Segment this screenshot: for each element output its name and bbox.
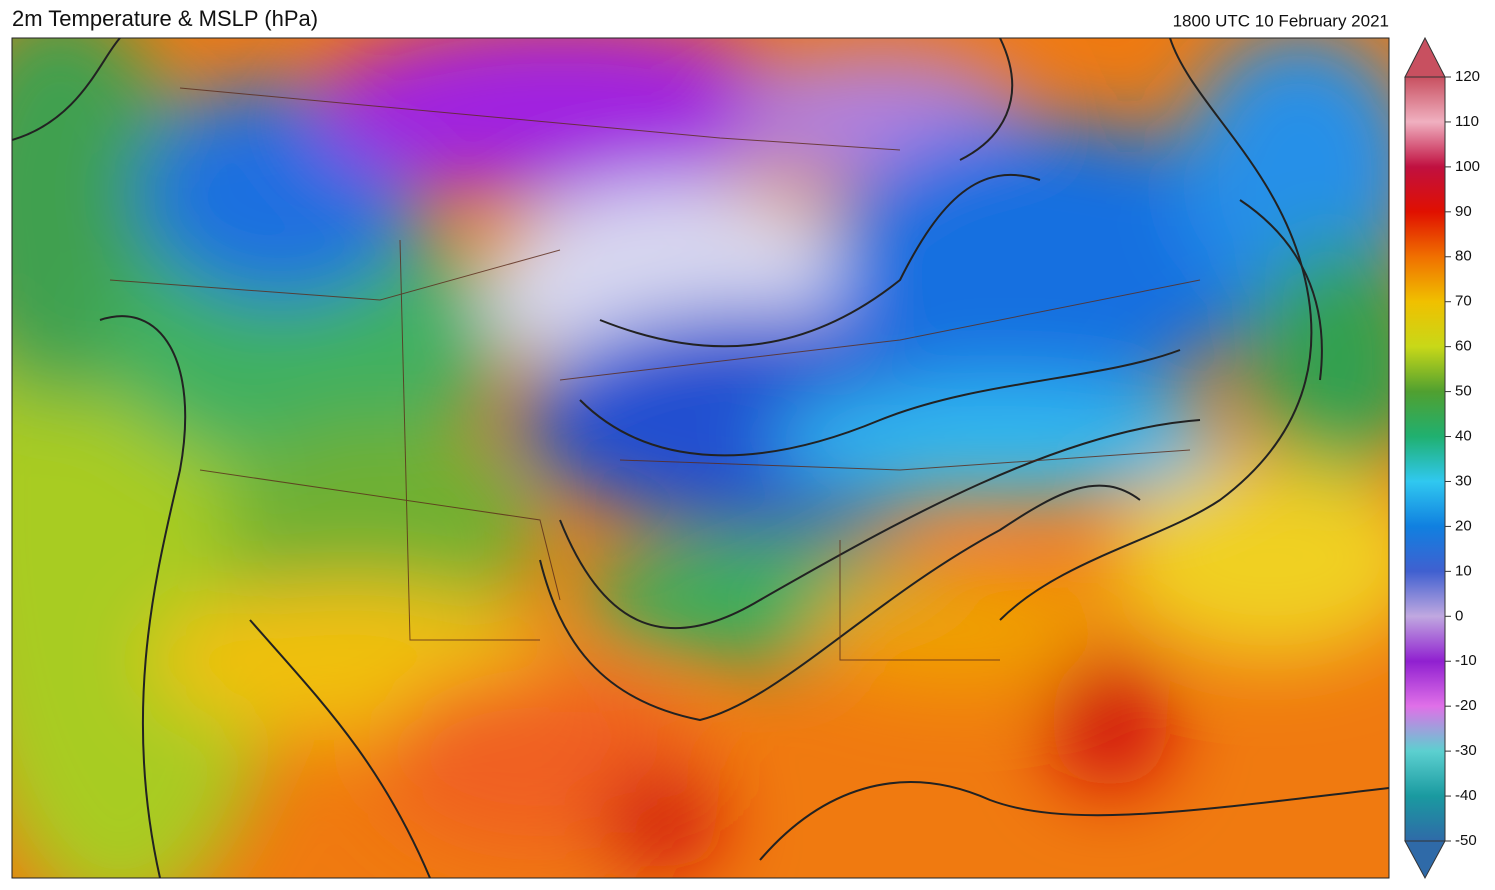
colorbar-tick-label: 0: [1455, 607, 1463, 624]
colorbar-tick-label: -20: [1455, 697, 1477, 714]
colorbar-tick-label: -10: [1455, 652, 1477, 669]
colorbar-tick-label: 100: [1455, 158, 1480, 175]
colorbar: -50 -40 -30 -20 -10 0 10 20 30 40 50 60 70 80 90 100 110…: [1404, 36, 1480, 880]
colorbar-tick-label: 70: [1455, 293, 1472, 310]
colorbar-tick-label: 120: [1455, 68, 1480, 85]
isobars: [12, 38, 1389, 878]
colorbar-tick-label: 50: [1455, 383, 1472, 400]
colorbar-tick-label: 10: [1455, 562, 1472, 579]
colorbar-tick-label: 30: [1455, 472, 1472, 489]
colorbar-tick-label: 80: [1455, 248, 1472, 265]
colorbar-top-arrow: [1404, 36, 1446, 78]
temperature-map: [12, 38, 1389, 878]
colorbar-tick-label: -50: [1455, 832, 1477, 849]
valid-time: 1800 UTC 10 February 2021: [1173, 11, 1389, 30]
colorbar-tick-label: 60: [1455, 338, 1472, 355]
borders: [109, 87, 1201, 661]
colorbar-tick-label: -30: [1455, 742, 1477, 759]
colorbar-tick-label: 40: [1455, 427, 1472, 444]
colorbar-tick-label: 110: [1455, 113, 1479, 130]
colorbar-tick-label: 90: [1455, 203, 1472, 220]
colorbar-tick-label: -40: [1455, 787, 1477, 804]
map-frame: [11, 37, 1390, 879]
colorbar-bottom-arrow: [1404, 840, 1446, 880]
colorbar-tick-label: 20: [1455, 517, 1472, 534]
title: 2m Temperature & MSLP (hPa): [12, 6, 318, 31]
colorbar-body: [1404, 76, 1446, 842]
